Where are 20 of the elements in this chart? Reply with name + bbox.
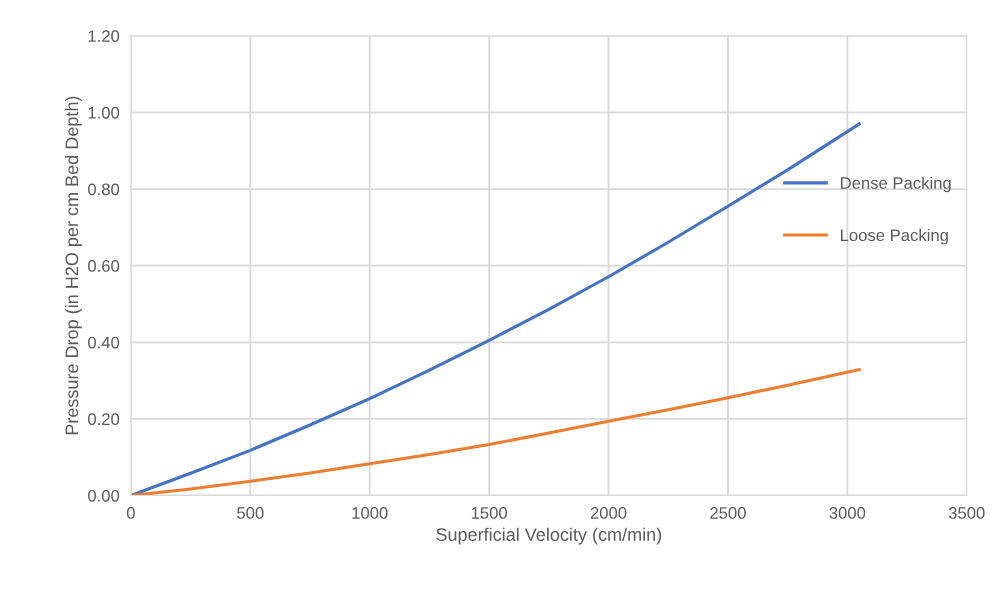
y-tick-label: 0.20: [88, 413, 120, 426]
y-axis-title: Pressure Drop (in H2O per cm Bed Depth): [64, 96, 82, 435]
legend-label: Loose Packing: [840, 228, 948, 245]
x-tick-label: 3000: [829, 507, 866, 519]
y-tick-label: 0.80: [88, 183, 120, 196]
x-tick-label: 3500: [948, 507, 985, 519]
y-tick-label: 0.60: [88, 260, 120, 272]
x-tick-label: 1000: [352, 507, 388, 519]
x-tick-label: 2500: [710, 507, 746, 519]
x-axis-title: Superficial Velocity (cm/min): [436, 527, 662, 545]
x-tick-label: 2000: [590, 507, 627, 519]
x-tick-label: 0: [126, 507, 135, 519]
y-tick-label: 0.00: [88, 489, 120, 502]
line-series: [130, 367, 861, 496]
y-tick-label: 1.00: [88, 106, 120, 119]
y-tick-label: 1.20: [88, 30, 120, 43]
y-tick-label: 0.40: [88, 336, 120, 349]
x-tick-label: 500: [237, 507, 264, 519]
legend-label: Dense Packing: [840, 176, 951, 193]
x-tick-label: 1500: [471, 507, 507, 519]
